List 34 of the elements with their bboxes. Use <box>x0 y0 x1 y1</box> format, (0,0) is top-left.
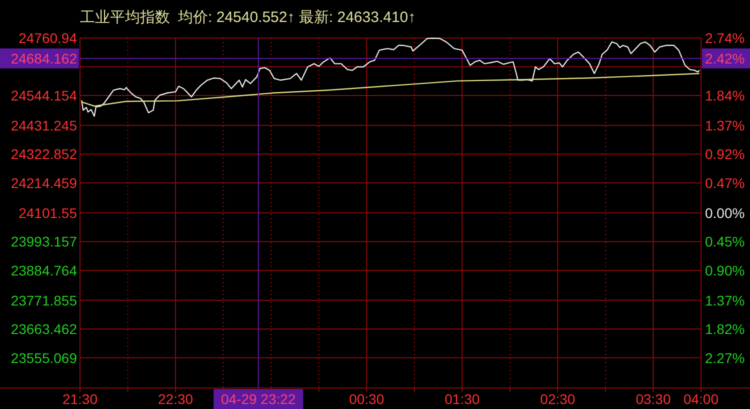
y-tick-label: 23993.157 <box>10 234 78 250</box>
y2-tick-label: 0.45% <box>705 234 745 250</box>
x-tick-label: 03:30 <box>636 391 671 407</box>
y2-tick-label: 0.92% <box>705 146 745 162</box>
y-tick-label: 24322.852 <box>10 146 78 162</box>
y-tick-label: 23555.069 <box>10 350 78 366</box>
ref-line-label: 2.42% <box>705 50 745 66</box>
y-tick-label: 23663.462 <box>10 321 78 338</box>
chart-subtitle: 均价: 24540.552↑ 最新: 24633.410↑ <box>177 9 416 26</box>
y2-tick-label: 2.27% <box>705 350 745 366</box>
y2-tick-label: 1.37% <box>705 117 745 134</box>
text: 24684.162 <box>10 50 78 66</box>
x-tick-label: 22:30 <box>158 391 194 407</box>
x-tick-label: 21:30 <box>62 391 98 407</box>
y2-tick-label: 1.84% <box>705 87 745 104</box>
y-tick-label: 24214.459 <box>10 174 78 191</box>
y-tick-label: 23771.855 <box>10 292 78 308</box>
x-tick-label: 01:30 <box>444 391 480 407</box>
x-tick-label: 04:00 <box>683 391 719 407</box>
x-tick-label: 00:30 <box>349 391 384 407</box>
y2-tick-label: 0.90% <box>705 262 745 278</box>
y-tick-label: 24101.55 <box>18 204 78 221</box>
y-tick-label: 24431.245 <box>10 117 78 134</box>
chart-title: 工业平均指数 <box>80 9 170 26</box>
y-tick-label: 24544.154 <box>10 87 78 104</box>
y2-tick-label: 1.82% <box>705 321 745 338</box>
ref-line-label: 04-29 23:22 <box>220 391 296 407</box>
y2-tick-label: 0.47% <box>705 174 745 191</box>
y2-tick-label: 0.00% <box>705 204 745 221</box>
x-tick-label: 02:30 <box>540 391 576 407</box>
y2-tick-label: 1.37% <box>705 292 745 308</box>
y2-tick-label: 2.74% <box>705 30 745 46</box>
y-tick-label: 23884.764 <box>10 262 78 278</box>
y-tick-label: 24760.94 <box>18 30 78 46</box>
